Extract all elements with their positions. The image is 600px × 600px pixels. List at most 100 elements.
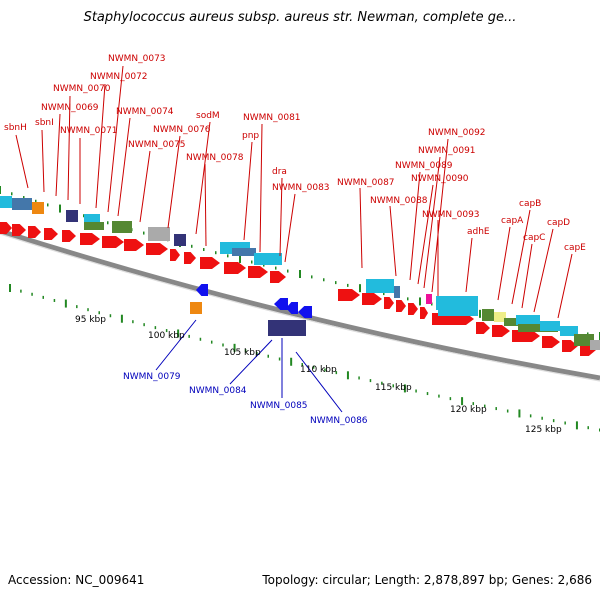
reverse-gene-arrow (274, 298, 288, 310)
reverse-gene-arrow (286, 302, 298, 314)
feature-block (518, 324, 558, 332)
leader-line (155, 319, 197, 371)
forward-gene-arrow (224, 262, 246, 274)
leader-line (465, 237, 473, 293)
scale-label: 95 kbp (75, 315, 106, 325)
tick-mark (222, 343, 224, 347)
tick-mark (335, 281, 337, 285)
tick-mark (120, 314, 123, 323)
tick-mark (392, 384, 395, 388)
feature-block (254, 253, 282, 265)
forward-gene-arrow (270, 271, 286, 283)
tick-mark (518, 409, 521, 418)
leader-line (55, 113, 61, 197)
page-title: Staphylococcus aureus subsp. aureus str.… (83, 10, 517, 25)
tick-mark (587, 332, 589, 336)
tick-mark (290, 357, 293, 366)
leader-line (284, 193, 296, 263)
tick-mark (98, 311, 100, 315)
tick-mark (23, 196, 25, 200)
tick-mark (438, 394, 440, 398)
forward-gene-arrow (492, 325, 510, 337)
feature-block (84, 214, 100, 224)
leader-line (259, 123, 263, 253)
gene-label-NWMN_0085: NWMN_0085 (250, 401, 308, 411)
scale-label: 105 kbp (224, 348, 261, 358)
gene-label-NWMN_0088: NWMN_0088 (370, 196, 428, 206)
feature-block (32, 202, 44, 214)
gene-label-NWMN_0086: NWMN_0086 (310, 416, 368, 426)
gene-label-NWMN_0078: NWMN_0078 (186, 153, 244, 163)
tick-mark (35, 199, 37, 203)
gene-label-NWMN_0089: NWMN_0089 (395, 161, 453, 171)
tick-mark (419, 297, 421, 306)
tick-mark (227, 254, 229, 258)
tick-mark (87, 308, 89, 312)
feature-block (560, 326, 578, 336)
backbone (0, 228, 600, 382)
feature-block (148, 227, 170, 241)
tick-mark (426, 392, 429, 396)
leader-line (533, 228, 554, 313)
leader-line (497, 226, 511, 301)
tick-mark (188, 334, 190, 338)
tick-mark (324, 368, 326, 372)
scale-label: 125 kbp (525, 425, 562, 435)
forward-gene-arrow (146, 243, 168, 255)
tick-mark (346, 371, 349, 380)
leader-line (359, 187, 363, 269)
tick-mark (143, 231, 145, 235)
tick-mark (575, 421, 578, 430)
tick-mark (278, 357, 281, 361)
tick-mark (506, 409, 509, 413)
tick-mark (403, 384, 406, 393)
feature-block (66, 210, 78, 222)
tick-mark (11, 192, 13, 196)
scale-label: 100 kbp (148, 331, 185, 341)
gene-label-NWMN_0091: NWMN_0091 (418, 146, 476, 156)
forward-gene-arrow (124, 239, 144, 251)
gene-label-capC: capC (523, 233, 545, 243)
forward-gene-arrow (12, 224, 26, 236)
leader-line (117, 117, 131, 217)
leader-line (243, 141, 253, 241)
gene-label-NWMN_0076: NWMN_0076 (153, 125, 211, 135)
forward-gene-arrow (408, 303, 418, 315)
scale-labels: 95 kbp 100 kbp 105 kbp 110 kbp 115 kbp 1… (75, 315, 562, 435)
feature-block (112, 221, 132, 233)
tick-mark (64, 299, 67, 308)
forward-gene-arrow (200, 257, 220, 269)
tick-mark (215, 251, 217, 255)
tick-mark (53, 298, 56, 302)
tick-mark (256, 351, 258, 355)
leader-line (167, 135, 181, 229)
gene-label-NWMN_0071: NWMN_0071 (60, 126, 118, 136)
forward-gene-labels: sbnH sbnI NWMN_0069 NWMN_0070 NWMN_0071 … (4, 54, 586, 253)
tick-mark (107, 221, 109, 225)
tick-mark (210, 340, 213, 344)
tick-mark (323, 278, 325, 282)
tick-mark (154, 326, 157, 330)
tick-mark (251, 260, 253, 264)
gene-label-capE: capE (564, 243, 586, 253)
tick-mark (312, 365, 315, 369)
feature-block (438, 308, 478, 316)
tick-mark (347, 283, 349, 287)
feature-block (540, 321, 560, 331)
tick-mark (199, 337, 202, 341)
feature-block (590, 340, 600, 350)
tick-mark (239, 254, 241, 263)
tick-mark (203, 248, 205, 252)
forward-gene-arrow (396, 300, 406, 312)
tick-mark (358, 376, 360, 380)
tick-mark (233, 343, 236, 352)
gene-label-dra: dra (272, 167, 287, 177)
tick-mark (335, 371, 338, 375)
leader-line (204, 163, 207, 247)
tick-mark (31, 292, 33, 296)
tick-mark (275, 266, 277, 270)
gene-label-NWMN_0074: NWMN_0074 (116, 107, 174, 117)
feature-block (190, 302, 202, 314)
